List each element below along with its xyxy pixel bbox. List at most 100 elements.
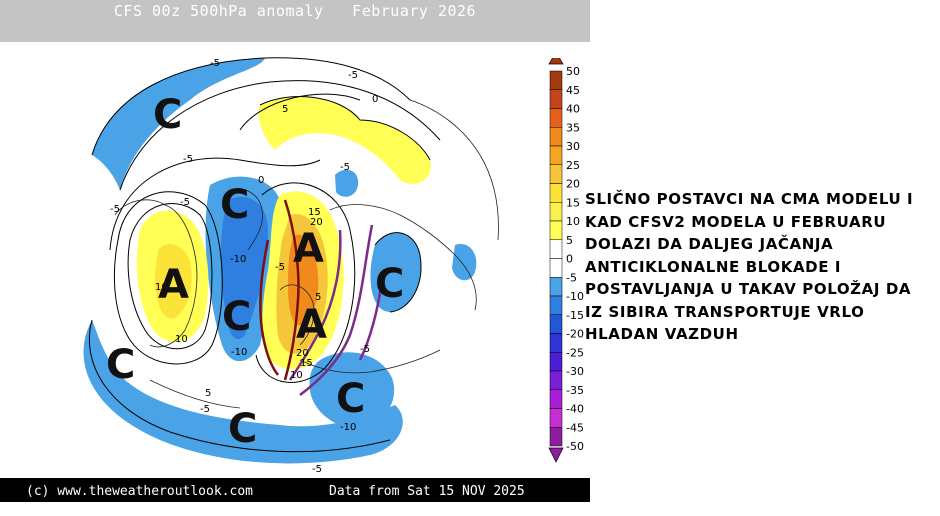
low-label: C	[336, 376, 365, 422]
footer-data-date: Data from Sat 15 NOV 2025	[329, 484, 525, 499]
color-scale-tick-label: 45	[566, 84, 580, 97]
color-scale-cells	[549, 70, 563, 447]
contour-label: 0	[372, 94, 378, 105]
color-scale-top-arrow	[548, 58, 564, 65]
negative-anomaly-southwest	[83, 320, 403, 464]
contour-label: 10	[175, 334, 188, 345]
block-ridge-outline	[259, 199, 300, 381]
color-scale-cell	[549, 89, 563, 109]
color-scale-cell	[549, 70, 563, 90]
positive-anomaly-europe-core	[288, 234, 319, 326]
pressure-centers: C C C C C C C A A A	[106, 92, 404, 452]
contour-lines	[88, 57, 441, 453]
contour-label: -5	[312, 464, 322, 475]
color-scale-tick-label: 50	[566, 65, 580, 78]
color-scale-cell	[549, 183, 563, 203]
color-scale-tick-label: -45	[566, 421, 584, 434]
annotation-line: POSTAVLJANJA U TAKAV POLOŽAJ DA	[585, 280, 912, 298]
negative-anomaly-arctic	[335, 169, 359, 197]
title-bar	[0, 0, 590, 42]
color-scale-cell	[549, 333, 563, 353]
color-scale-tick-label: -15	[566, 309, 584, 322]
low-label: C	[375, 261, 404, 307]
contour-label: 20	[296, 348, 309, 359]
color-scale-tick-label: 30	[566, 140, 580, 153]
color-scale-cell	[549, 370, 563, 390]
color-scale-tick-label: 35	[566, 121, 580, 134]
coastlines	[114, 99, 499, 409]
contour-label: 5	[315, 292, 321, 303]
annotation-line: HLADAN VAZDUH	[585, 325, 739, 343]
color-scale-tick-label: -20	[566, 328, 584, 341]
color-scale-cell	[549, 108, 563, 128]
contour-label: -5	[360, 344, 370, 355]
high-label: A	[296, 302, 327, 348]
annotation-text: SLIČNO POSTAVCI NA CMA MODELU I KAD CFSV…	[585, 188, 935, 346]
color-scale-tick-label: -50	[566, 440, 584, 453]
positive-anomaly-north-america-core	[154, 243, 192, 319]
annotation-line: DOLAZI DA DALJEG JAČANJA	[585, 235, 834, 253]
color-scale-tick-label: 10	[566, 215, 580, 228]
contour-value-labels: -5 0 -5 -5 0 5 -5 -10 -10 -5 10 15 20 20…	[110, 58, 378, 475]
color-scale-cell	[549, 239, 563, 259]
annotation-line: ANTICIKLONALNE BLOKADE I	[585, 257, 842, 276]
negative-anomaly-pacific	[452, 244, 477, 281]
color-scale-cell	[549, 427, 563, 447]
contour-label: -10	[340, 422, 356, 433]
low-label: C	[220, 182, 249, 228]
chart-title: CFS 00z 500hPa anomaly February 2026	[113, 2, 477, 20]
color-scale-cell	[549, 408, 563, 428]
contour-label: 20	[310, 217, 323, 228]
annotation-line: IZ SIBIRA TRANSPORTUJE VRLO	[585, 302, 865, 321]
contour-label: -10	[230, 254, 246, 265]
color-scale-tick-label: -35	[566, 384, 584, 397]
color-scale-bottom-arrow	[548, 447, 564, 463]
footer-bar	[0, 478, 590, 502]
high-label: A	[158, 262, 189, 308]
low-label: C	[106, 342, 135, 388]
color-scale-cell	[549, 220, 563, 240]
footer-credit: (c) www.theweatheroutlook.com	[26, 484, 253, 499]
anomaly-map: -5 0 -5 -5 0 5 -5 -10 -10 -5 10 15 20 20…	[65, 42, 535, 478]
color-scale-cell	[549, 202, 563, 222]
color-scale-tick-label: 15	[566, 196, 580, 209]
color-scale-cell	[549, 389, 563, 409]
color-scale-cell	[549, 145, 563, 165]
annotation-line: KAD CFSV2 MODELA U FEBRUARU	[585, 212, 887, 231]
color-scale-tick-label: -25	[566, 346, 584, 359]
negative-anomaly-siberia	[370, 232, 421, 312]
negative-anomaly-northwest	[92, 58, 265, 190]
cold-air-paths	[288, 224, 384, 396]
color-scale-tick-label: 40	[566, 103, 580, 116]
contour-label: -5	[110, 204, 120, 215]
high-label: A	[293, 226, 324, 272]
negative-anomaly-atlantic-core	[221, 196, 268, 339]
color-scale-tick-label: 25	[566, 159, 580, 172]
low-label: C	[222, 294, 251, 340]
contour-label: 0	[258, 175, 264, 186]
contour-label: -5	[210, 58, 220, 69]
contour-label: 15	[300, 358, 313, 369]
color-scale-tick-label: 0	[566, 253, 573, 266]
contour-label: -5	[200, 404, 210, 415]
color-scale-tick-label: -10	[566, 290, 584, 303]
color-scale: 50454035302520151050-5-10-15-20-25-30-35…	[548, 58, 584, 463]
contour-label: -5	[180, 197, 190, 208]
contour-label: -5	[348, 70, 358, 81]
color-scale-tick-label: -5	[566, 271, 577, 284]
color-scale-tick-label: -40	[566, 403, 584, 416]
low-label: C	[228, 406, 257, 452]
color-scale-cell	[549, 314, 563, 334]
contour-label: 5	[282, 104, 288, 115]
color-scale-cell	[549, 352, 563, 372]
color-scale-tick-label: 5	[566, 234, 573, 247]
color-scale-cell	[549, 295, 563, 315]
color-scale-ticks: 50454035302520151050-5-10-15-20-25-30-35…	[566, 65, 584, 453]
contour-label: -5	[340, 162, 350, 173]
annotation-line: SLIČNO POSTAVCI NA CMA MODELU I	[585, 190, 914, 208]
color-scale-cell	[549, 258, 563, 278]
positive-anomaly-arctic	[258, 96, 431, 184]
contour-label: -10	[231, 347, 247, 358]
color-scale-cell	[549, 277, 563, 297]
contour-label: 5	[205, 388, 211, 399]
